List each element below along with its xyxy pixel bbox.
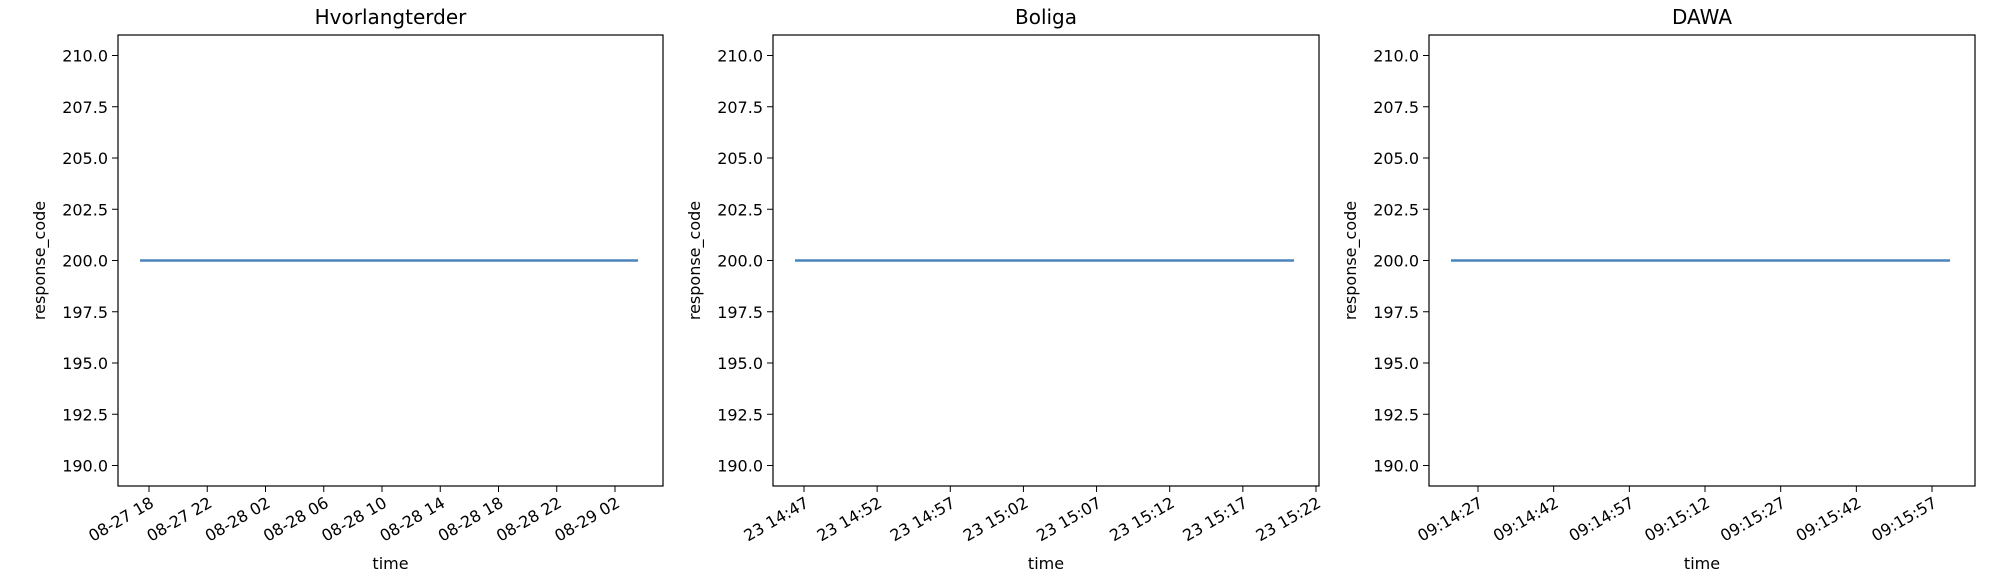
y-tick-label: 202.5 xyxy=(1373,200,1419,219)
axes-frame xyxy=(117,34,664,487)
x-axis-label: time xyxy=(1684,554,1720,573)
y-tick-label: 197.5 xyxy=(1373,303,1419,322)
y-tick-label: 207.5 xyxy=(1373,98,1419,117)
y-tick-label: 195.0 xyxy=(1373,354,1419,373)
y-axis-label: response_code xyxy=(30,201,50,320)
x-tick-label: 23 14:57 xyxy=(887,493,958,545)
x-tick-label: 09:14:27 xyxy=(1414,493,1486,545)
subplot-3: DAWA 190.0 192.5 195.0 197.5 200.0 202.5 205.0 2… xyxy=(1341,5,1976,573)
y-tick-label: 207.5 xyxy=(62,98,108,117)
y-tick-label: 192.5 xyxy=(1373,405,1419,424)
x-tick-label: 09:15:27 xyxy=(1717,493,1789,545)
x-tick-label: 08-28 18 xyxy=(435,493,507,545)
x-tick-label: 09:14:42 xyxy=(1490,493,1562,545)
subplot-2: Boliga 190.0 192.5 195.0 197.5 200.0 202.5 205.… xyxy=(685,5,1324,573)
x-tick-label: 08-28 06 xyxy=(260,493,332,545)
x-tick-label: 08-28 22 xyxy=(493,493,565,545)
x-tick-label: 09:15:42 xyxy=(1793,493,1865,545)
x-tick-label: 23 15:22 xyxy=(1253,493,1324,545)
y-tick-label: 205.0 xyxy=(62,149,108,168)
y-tick-label: 200.0 xyxy=(717,252,763,271)
x-tick-label: 09:15:57 xyxy=(1868,493,1940,545)
y-tick-label: 192.5 xyxy=(62,405,108,424)
y-tick-label: 195.0 xyxy=(717,354,763,373)
chart-title: Hvorlangterder xyxy=(315,5,468,29)
x-tick-label: 08-27 18 xyxy=(85,493,157,545)
x-tick-label: 09:14:57 xyxy=(1566,493,1638,545)
y-tick-label: 190.0 xyxy=(1373,457,1419,476)
x-tick-label: 23 14:47 xyxy=(741,493,812,545)
x-tick-label: 09:15:12 xyxy=(1641,493,1713,545)
y-axis-label: response_code xyxy=(685,201,705,320)
y-tick-label: 210.0 xyxy=(62,47,108,66)
x-tick-label: 08-29 02 xyxy=(551,493,623,545)
y-axis-label: response_code xyxy=(1341,201,1361,320)
x-tick-label: 08-28 14 xyxy=(376,493,448,545)
chart-title: DAWA xyxy=(1672,5,1732,29)
y-tick-label: 197.5 xyxy=(62,303,108,322)
x-tick-label: 08-27 22 xyxy=(143,493,215,545)
y-tick-label: 205.0 xyxy=(1373,149,1419,168)
y-tick-label: 190.0 xyxy=(717,457,763,476)
chart-title: Boliga xyxy=(1015,5,1077,29)
x-tick-label: 23 15:12 xyxy=(1106,493,1177,545)
y-tick-label: 192.5 xyxy=(717,405,763,424)
x-axis-label: time xyxy=(1028,554,1064,573)
y-tick-label: 190.0 xyxy=(62,457,108,476)
y-tick-label: 207.5 xyxy=(717,98,763,117)
y-tick-label: 200.0 xyxy=(62,252,108,271)
subplot-1: Hvorlangterder 190.0 192.5 195.0 197.5 200.0 2… xyxy=(30,5,664,573)
x-axis-label: time xyxy=(372,554,408,573)
x-tick-label: 23 15:17 xyxy=(1179,493,1250,545)
x-tick-label: 23 15:07 xyxy=(1033,493,1104,545)
x-tick-label: 23 14:52 xyxy=(814,493,885,545)
y-tick-label: 202.5 xyxy=(717,200,763,219)
y-tick-label: 205.0 xyxy=(717,149,763,168)
axes-frame xyxy=(1428,34,1976,487)
y-tick-label: 210.0 xyxy=(717,47,763,66)
y-tick-label: 200.0 xyxy=(1373,252,1419,271)
x-tick-label: 08-28 10 xyxy=(318,493,390,545)
axes-frame xyxy=(772,34,1320,487)
y-tick-label: 197.5 xyxy=(717,303,763,322)
x-tick-label: 23 15:02 xyxy=(960,493,1031,545)
y-tick-label: 202.5 xyxy=(62,200,108,219)
y-tick-label: 210.0 xyxy=(1373,47,1419,66)
x-tick-label: 08-28 02 xyxy=(202,493,274,545)
y-tick-label: 195.0 xyxy=(62,354,108,373)
